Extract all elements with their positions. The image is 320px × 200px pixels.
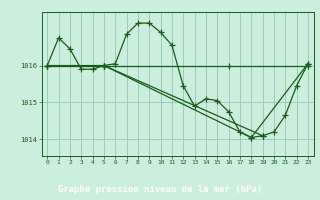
Text: Graphe pression niveau de la mer (hPa): Graphe pression niveau de la mer (hPa) xyxy=(58,185,262,194)
